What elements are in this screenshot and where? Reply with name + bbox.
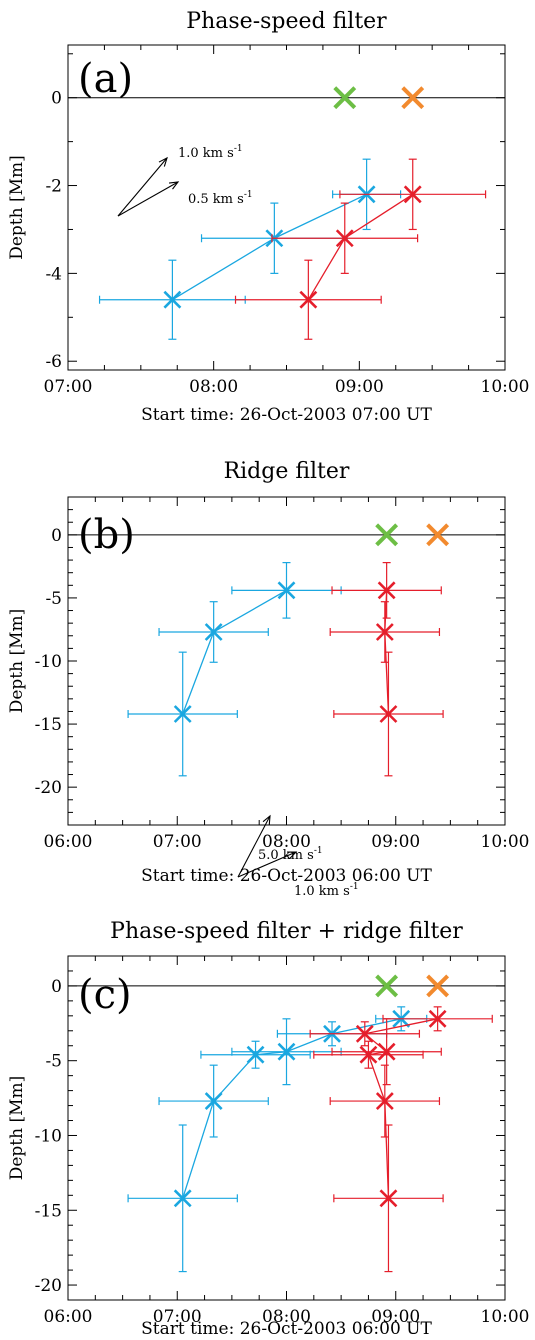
x-axis-label: Start time: 26-Oct-2003 06:00 UT — [141, 866, 432, 886]
panel-label: (b) — [78, 512, 135, 558]
data-point — [204, 623, 223, 641]
x-tick-label: 10:00 — [481, 1307, 530, 1327]
x-tick-label: 06:00 — [44, 1307, 93, 1327]
x-tick-label: 09:00 — [371, 832, 420, 852]
marker-orange — [426, 974, 450, 998]
x-tick-label: 10:00 — [481, 832, 530, 852]
data-point — [377, 581, 396, 600]
data-point — [277, 1042, 296, 1061]
panel-b: Ridge filter 06:00 07:00 08:00 09:00 10:00 -20… — [7, 459, 530, 899]
y-tick-label: -20 — [35, 1276, 62, 1296]
data-point — [355, 1024, 374, 1043]
data-point — [379, 705, 398, 723]
y-tick-label: -5 — [45, 1052, 62, 1072]
chart-title: Ridge filter — [224, 459, 350, 484]
x-tick-label: 07:00 — [44, 377, 93, 397]
x-tick-label: 09:00 — [335, 377, 384, 397]
marker-green — [375, 523, 399, 547]
x-axis-label: Start time: 26-Oct-2003 06:00 UT — [141, 1319, 432, 1339]
velocity-annotation: 1.0 km s-1 — [237, 851, 359, 899]
y-tick-label: -10 — [35, 1126, 62, 1146]
panel-c: Phase-speed filter + ridge filter 06:00 07… — [7, 919, 530, 1339]
marker-orange — [426, 523, 450, 547]
velocity-annotation: 1.0 km s-1 — [117, 144, 243, 217]
chart-title: Phase-speed filter — [186, 9, 387, 34]
y-tick-label: -15 — [35, 1201, 62, 1221]
velocity-label: 1.0 km s-1 — [294, 882, 359, 899]
y-tick-label: -20 — [35, 778, 62, 798]
y-tick-label: -15 — [35, 715, 62, 735]
series-red — [309, 1006, 493, 1273]
marker-green — [333, 86, 357, 110]
x-tick-label: 08:00 — [262, 832, 311, 852]
series-line — [182, 589, 287, 715]
series-line — [172, 193, 367, 301]
x-tick-label: 08:00 — [189, 377, 238, 397]
x-tick-label: 07:00 — [153, 832, 202, 852]
plot-frame — [67, 955, 506, 1301]
series-red — [329, 561, 444, 777]
data-point — [277, 581, 296, 600]
data-point — [204, 1092, 223, 1110]
data-point — [403, 185, 422, 204]
y-tick-label: -10 — [35, 652, 62, 672]
marker-orange — [401, 86, 425, 110]
panel-a: Phase-speed filter 07:00 08:00 09:00 10:00 -6… — [7, 9, 530, 425]
data-point — [299, 290, 318, 309]
data-point — [163, 290, 182, 309]
data-point — [246, 1045, 265, 1064]
x-tick-label: 07:00 — [153, 1307, 202, 1327]
series-line — [182, 1018, 402, 1199]
y-tick-label: 0 — [51, 526, 62, 546]
x-axis-label: Start time: 26-Oct-2003 07:00 UT — [141, 405, 432, 425]
y-tick-label: 0 — [51, 977, 62, 997]
y-tick-label: -4 — [45, 264, 62, 284]
y-tick-label: -5 — [45, 589, 62, 609]
series-line — [307, 193, 414, 301]
marker-green — [375, 974, 399, 998]
x-tick-label: 06:00 — [44, 832, 93, 852]
data-point — [379, 1189, 398, 1208]
velocity-annotation: 0.5 km s-1 — [117, 181, 253, 217]
y-tick-label: 0 — [51, 89, 62, 109]
y-axis-label: Depth [Mm] — [7, 155, 27, 260]
velocity-label: 0.5 km s-1 — [188, 190, 253, 207]
panel-label: (c) — [78, 972, 132, 1018]
x-tick-label: 10:00 — [481, 377, 530, 397]
velocity-label: 1.0 km s-1 — [178, 144, 243, 161]
data-point — [375, 623, 394, 641]
x-tick-label: 08:00 — [262, 1307, 311, 1327]
data-point — [377, 1042, 396, 1061]
series-blue — [98, 158, 402, 340]
y-axis-label: Depth [Mm] — [7, 609, 27, 714]
data-point — [335, 229, 354, 248]
series-line — [363, 1018, 438, 1199]
data-point — [428, 1009, 447, 1028]
y-tick-label: -6 — [45, 352, 62, 372]
data-point — [375, 1092, 394, 1110]
chart-title: Phase-speed filter + ridge filter — [110, 919, 463, 944]
y-tick-label: -2 — [45, 177, 62, 197]
data-point — [359, 1045, 378, 1064]
y-axis-label: Depth [Mm] — [7, 1076, 27, 1181]
panel-label: (a) — [78, 56, 133, 102]
series-blue — [127, 561, 342, 777]
x-tick-label: 09:00 — [371, 1307, 420, 1327]
data-point — [173, 705, 192, 723]
data-point — [173, 1189, 192, 1208]
series-red — [234, 158, 487, 340]
